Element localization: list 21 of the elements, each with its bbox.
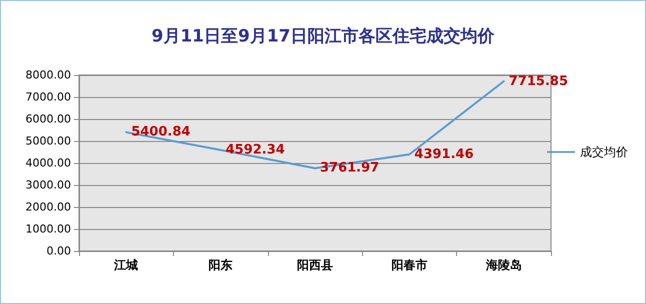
y-tick-label: 5000.00	[26, 134, 71, 148]
x-tick-label: 江城	[113, 258, 138, 272]
x-tick-label: 阳东	[208, 258, 233, 272]
data-label: 4592.34	[226, 142, 285, 158]
y-tick-label: 7000.00	[26, 90, 71, 104]
y-tick-label: 8000.00	[26, 68, 71, 82]
chart-title: 9月11日至9月17日阳江市各区住宅成交均价	[152, 26, 496, 46]
y-tick-label: 3000.00	[26, 178, 71, 192]
legend-label: 成交均价	[580, 145, 628, 159]
x-tick-label: 阳春市	[391, 258, 428, 272]
y-tick-label: 1000.00	[26, 222, 71, 236]
x-tick-label: 海陵岛	[484, 258, 522, 272]
data-label: 4391.46	[414, 146, 474, 162]
y-tick-label: 0.00	[46, 244, 71, 258]
y-tick-label: 4000.00	[26, 156, 71, 170]
data-label: 7715.85	[508, 74, 568, 89]
data-label: 5400.84	[131, 124, 190, 140]
x-tick-label: 阳西县	[297, 258, 333, 272]
y-tick-label: 6000.00	[26, 112, 71, 126]
data-label: 3761.97	[320, 160, 380, 176]
y-tick-label: 2000.00	[26, 200, 71, 214]
